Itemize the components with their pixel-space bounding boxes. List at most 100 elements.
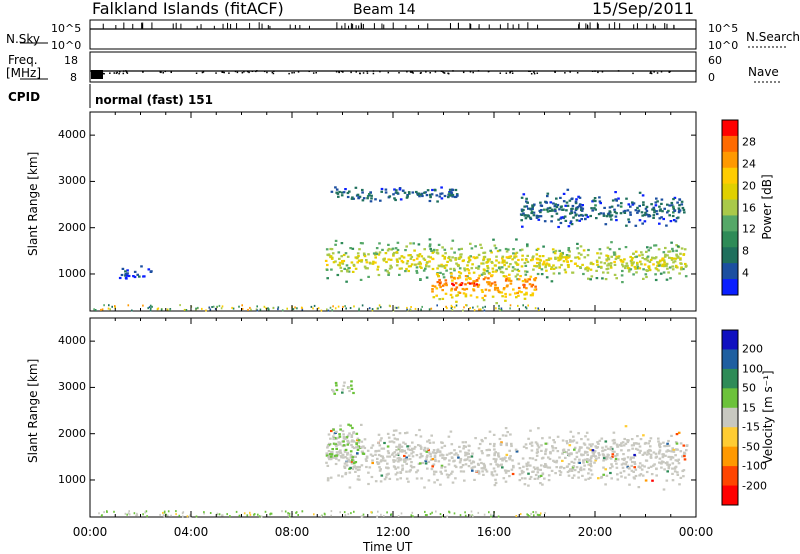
- ground-scatter-cell: [124, 512, 127, 515]
- ground-scatter-cell: [465, 304, 468, 307]
- noise-right-tick-high: 10^5: [708, 22, 739, 35]
- ground-scatter-cell: [109, 308, 111, 311]
- data-cell: [425, 450, 429, 453]
- ground-scatter-cell: [146, 515, 148, 518]
- data-cell: [509, 255, 513, 258]
- nave-point: [594, 70, 596, 72]
- ground-scatter-cell: [181, 512, 184, 515]
- data-cell: [522, 465, 525, 468]
- data-cell: [502, 477, 506, 480]
- power-panel-frame: [89, 111, 697, 312]
- data-cell: [660, 462, 663, 465]
- x-tick-label: 00:00: [72, 525, 108, 539]
- data-cell: [557, 225, 560, 229]
- data-cell: [559, 221, 563, 225]
- ground-scatter-cell: [495, 307, 497, 310]
- ground-scatter-cell: [267, 307, 269, 310]
- ground-scatter-cell: [525, 307, 528, 310]
- ground-scatter-cell: [492, 514, 495, 517]
- data-cell: [521, 457, 525, 460]
- data-cell: [482, 259, 485, 262]
- data-cell: [347, 441, 351, 444]
- ground-scatter-cell: [517, 304, 519, 307]
- data-cell: [437, 243, 441, 246]
- data-cell: [685, 449, 688, 452]
- data-cell: [423, 248, 426, 251]
- data-cell: [511, 269, 514, 272]
- data-cell: [504, 471, 508, 474]
- data-cell: [606, 455, 609, 458]
- data-cell: [670, 455, 673, 459]
- data-cell: [335, 447, 338, 450]
- data-cell: [636, 435, 639, 438]
- data-cell: [574, 207, 578, 210]
- ground-scatter-cell: [249, 513, 252, 516]
- data-cell: [445, 453, 449, 456]
- data-cell: [517, 269, 521, 273]
- data-cell: [374, 198, 377, 201]
- data-cell: [672, 448, 676, 452]
- data-cell: [423, 446, 427, 449]
- nave-point: [656, 72, 659, 74]
- data-cell: [387, 472, 390, 475]
- data-cell: [508, 255, 511, 258]
- colorbar-swatch: [722, 485, 738, 506]
- data-cell: [642, 434, 645, 437]
- ground-scatter-cell: [358, 309, 360, 312]
- data-cell: [415, 454, 419, 457]
- data-cell: [392, 459, 395, 462]
- data-cell: [647, 249, 651, 252]
- data-cell: [586, 438, 590, 441]
- data-cell: [481, 296, 484, 300]
- data-cell: [602, 271, 605, 274]
- data-cell: [596, 260, 599, 263]
- data-cell: [646, 259, 650, 262]
- data-cell: [467, 465, 471, 468]
- data-cell: [533, 477, 537, 480]
- data-cell: [577, 257, 581, 260]
- data-cell: [439, 286, 442, 289]
- data-cell: [481, 440, 484, 443]
- ground-scatter-cell: [114, 306, 116, 309]
- data-cell: [325, 461, 328, 464]
- nave-point: [650, 71, 652, 73]
- data-cell: [463, 269, 467, 272]
- data-cell: [465, 278, 468, 281]
- ground-scatter-cell: [238, 514, 241, 517]
- ground-scatter-cell: [498, 304, 500, 307]
- data-cell: [525, 259, 528, 262]
- data-cell: [341, 191, 344, 194]
- ground-scatter-cell: [343, 511, 346, 514]
- ground-scatter-cell: [281, 309, 284, 312]
- data-cell: [483, 294, 487, 297]
- data-cell: [536, 448, 539, 451]
- data-cell: [447, 474, 451, 477]
- data-cell: [348, 432, 351, 435]
- ground-scatter-cell: [221, 514, 224, 517]
- data-cell: [568, 250, 571, 253]
- data-cell: [410, 255, 414, 258]
- ground-scatter-cell: [390, 513, 393, 516]
- nave-point: [122, 72, 125, 75]
- data-cell: [458, 461, 462, 464]
- data-cell: [531, 258, 534, 261]
- data-cell: [404, 460, 407, 463]
- data-cell: [655, 212, 659, 216]
- data-cell: [356, 465, 359, 469]
- x-tick-label: 08:00: [274, 525, 310, 539]
- data-cell: [393, 451, 397, 454]
- data-cell: [620, 449, 623, 452]
- data-cell: [634, 267, 637, 270]
- data-cell: [410, 449, 414, 452]
- ground-scatter-cell: [429, 512, 432, 515]
- data-cell: [441, 254, 445, 257]
- data-cell: [561, 459, 564, 462]
- y-tick-label: 2000: [58, 220, 86, 234]
- data-cell: [572, 435, 575, 438]
- data-cell: [635, 255, 638, 258]
- data-cell: [138, 275, 141, 278]
- data-cell: [388, 195, 392, 198]
- data-cell: [361, 191, 364, 194]
- data-cell: [453, 453, 456, 456]
- data-cell: [501, 295, 504, 298]
